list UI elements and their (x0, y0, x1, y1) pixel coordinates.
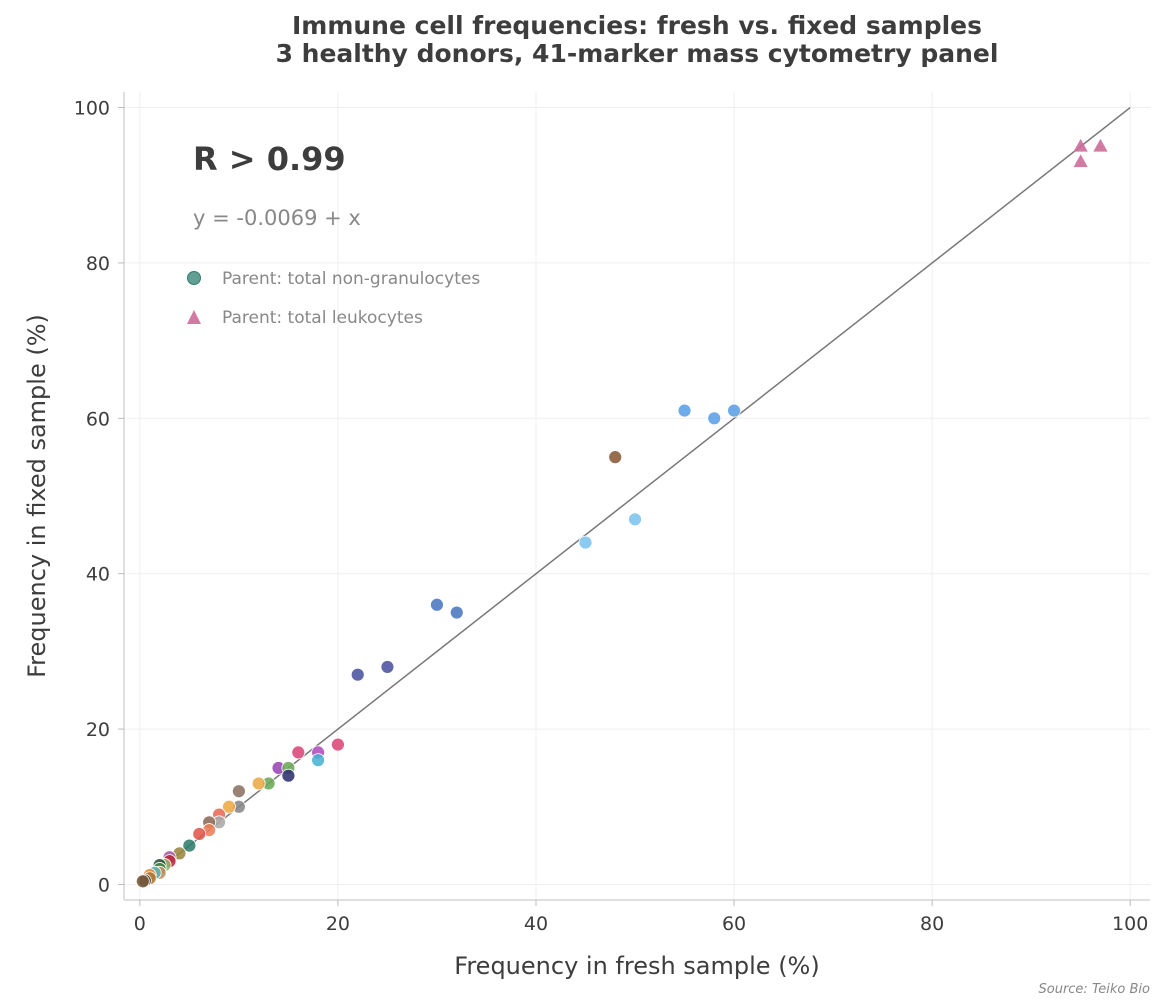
point-non-granulocytes-10 (331, 737, 345, 752)
point-non-granulocytes-5 (578, 535, 593, 550)
fit-line (139, 107, 1131, 886)
x-ticks: 0 20 40 60 80 100 (134, 900, 1148, 935)
equation-annotation: y = -0.0069 + x (193, 206, 361, 230)
x-tick-label-0: 0 (134, 913, 146, 935)
point-non-granulocytes-19 (231, 784, 246, 799)
grid-lines (124, 92, 1150, 900)
point-non-granulocytes-2 (677, 403, 692, 418)
data-points (135, 138, 1108, 889)
x-tick-label-60: 60 (722, 913, 746, 935)
x-axis-label: Frequency in fresh sample (%) (454, 952, 819, 980)
point-leukocytes-2 (1073, 154, 1088, 168)
legend-marker-triangle (187, 310, 201, 324)
point-non-granulocytes-6 (430, 597, 444, 612)
point-non-granulocytes-9 (350, 667, 365, 682)
point-non-granulocytes-13 (311, 753, 326, 768)
fit-line-group (139, 107, 1131, 886)
point-non-granulocytes-26 (192, 827, 207, 841)
x-tick-label-20: 20 (326, 913, 350, 935)
point-non-granulocytes-1 (707, 411, 722, 426)
legend-label-leukocytes: Parent: total leukocytes (222, 308, 423, 328)
legend-marker-circle (187, 271, 201, 285)
source-note: Source: Teiko Bio (1039, 982, 1151, 997)
x-tick-label-40: 40 (524, 913, 548, 935)
point-non-granulocytes-4 (628, 512, 642, 527)
y-tick-label-20: 20 (86, 719, 110, 741)
point-non-granulocytes-16 (281, 768, 296, 783)
y-tick-label-0: 0 (98, 874, 110, 896)
y-tick-label-40: 40 (86, 564, 110, 586)
x-tick-label-100: 100 (1112, 913, 1148, 935)
point-non-granulocytes-0 (727, 403, 741, 418)
legend-label-non-granulocytes: Parent: total non-granulocytes (222, 269, 480, 289)
point-non-granulocytes-39 (135, 874, 150, 889)
point-non-granulocytes-8 (380, 660, 395, 674)
point-non-granulocytes-3 (608, 450, 623, 465)
point-non-granulocytes-7 (449, 605, 464, 620)
chart-title-line-2: 3 healthy donors, 41-marker mass cytomet… (276, 39, 999, 68)
y-tick-label-100: 100 (74, 98, 110, 120)
point-non-granulocytes-11 (291, 745, 306, 760)
point-leukocytes-1 (1093, 138, 1108, 152)
legend: Parent: total non-granulocytes Parent: t… (187, 269, 480, 328)
chart-title-line-1: Immune cell frequencies: fresh vs. fixed… (292, 11, 982, 40)
point-non-granulocytes-18 (251, 776, 266, 791)
point-non-granulocytes-27 (182, 838, 197, 853)
y-tick-label-80: 80 (86, 253, 110, 275)
axes (123, 92, 1150, 901)
r-annotation: R > 0.99 (193, 140, 346, 178)
y-tick-label-60: 60 (86, 408, 110, 430)
point-non-granulocytes-21 (222, 799, 236, 814)
y-axis-label: Frequency in fixed sample (%) (23, 314, 51, 678)
x-tick-label-80: 80 (920, 913, 944, 935)
point-leukocytes-0 (1073, 138, 1088, 152)
y-ticks: 0 20 40 60 80 100 (74, 98, 124, 896)
